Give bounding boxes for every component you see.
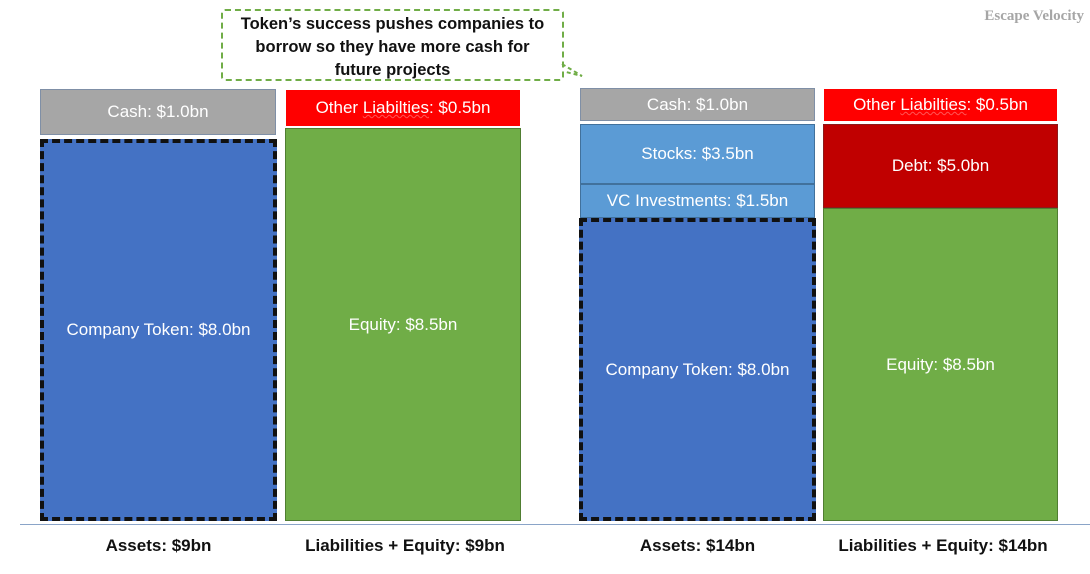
after-cash-label: Cash: $1.0bn [646,94,749,114]
after-token-block: Company Token: $8.0bn [579,218,816,521]
before-liabilities-caption: Liabilities + Equity: $9bn [305,536,505,555]
watermark: Escape Velocity [984,8,1084,24]
after-other-liabilities-block: Other Liabilties: $0.5bn [823,88,1058,122]
after-vc-label: VC Investments: $1.5bn [606,191,789,210]
after-equity-label: Equity: $8.5bn [886,354,995,374]
after-equity-block: Equity: $8.5bn [823,208,1058,521]
after-debt-block: Debt: $5.0bn [823,124,1058,208]
before-other-liabilities-block: Other Liabilties: $0.5bn [285,89,521,127]
after-debt-label: Debt: $5.0bn [891,156,990,175]
after-other-liabilities-label: Other Liabilties: $0.5bn [853,95,1028,114]
before-token-block: Company Token: $8.0bn [40,139,277,521]
before-cash-label: Cash: $1.0bn [107,102,209,121]
baseline [20,524,1090,525]
callout-line-1: Token’s success pushes companies to [240,15,545,33]
after-vc-block: VC Investments: $1.5bn [580,184,815,218]
before-cash-block: Cash: $1.0bn [40,89,276,135]
callout-pointer [561,63,583,77]
callout-line-3: future projects [334,61,451,79]
after-liabilities-caption: Liabilities + Equity: $14bn [838,536,1048,555]
callout-line-2: borrow so they have more cash for [255,38,530,56]
after-assets-caption: Assets: $14bn [639,536,756,555]
after-token-label: Company Token: $8.0bn [605,359,790,379]
after-stocks-block: Stocks: $3.5bn [580,124,815,184]
before-equity-label: Equity: $8.5bn [348,315,458,334]
callout-box: Token’s success pushes companies to borr… [221,9,564,81]
before-token-label: Company Token: $8.0bn [66,320,251,339]
after-cash-block: Cash: $1.0bn [580,88,815,121]
after-stocks-label: Stocks: $3.5bn [641,144,754,163]
before-assets-caption: Assets: $9bn [105,536,212,555]
before-equity-block: Equity: $8.5bn [285,128,521,521]
before-other-liabilities-label: Other Liabilties: $0.5bn [315,98,491,117]
